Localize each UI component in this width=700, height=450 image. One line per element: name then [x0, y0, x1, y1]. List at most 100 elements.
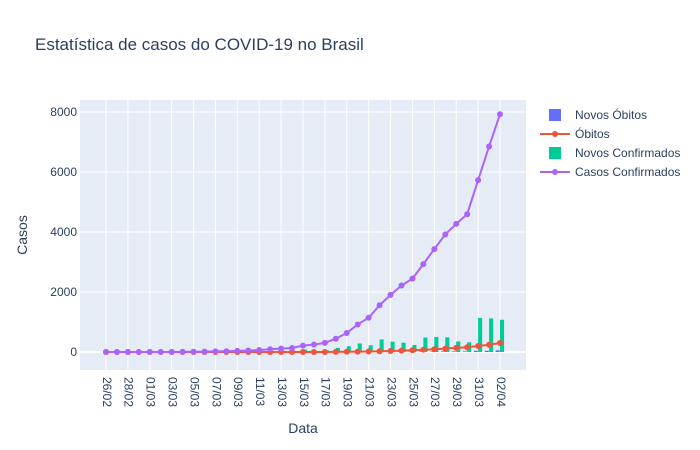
- bar-novos-confirmados[interactable]: [445, 337, 450, 352]
- point-casos-confirmados[interactable]: [256, 347, 263, 354]
- point-casos-confirmados[interactable]: [168, 348, 175, 355]
- point--bitos[interactable]: [398, 347, 405, 354]
- point-casos-confirmados[interactable]: [497, 111, 503, 118]
- x-tick-label: 03/03: [165, 377, 179, 407]
- point-casos-confirmados[interactable]: [365, 314, 372, 321]
- legend-swatch: [549, 147, 561, 159]
- point-casos-confirmados[interactable]: [420, 261, 427, 268]
- point-casos-confirmados[interactable]: [442, 231, 449, 238]
- x-tick-label: 26/02: [100, 377, 114, 407]
- point--bitos[interactable]: [453, 344, 460, 351]
- point-casos-confirmados[interactable]: [321, 339, 328, 346]
- x-tick-label: 09/03: [231, 377, 245, 407]
- bar-novos-bitos[interactable]: [419, 351, 424, 352]
- bar-novos-confirmados[interactable]: [500, 319, 505, 352]
- x-tick-label: 05/03: [187, 377, 201, 407]
- point--bitos[interactable]: [387, 347, 394, 354]
- legend-label: Novos Óbitos: [575, 107, 647, 122]
- point-casos-confirmados[interactable]: [267, 346, 274, 353]
- bar-novos-confirmados[interactable]: [357, 343, 362, 352]
- point-casos-confirmados[interactable]: [212, 348, 219, 355]
- legend[interactable]: Novos Óbitos Óbitos Novos Confirmados Casos…: [540, 107, 680, 179]
- point--bitos[interactable]: [310, 349, 317, 355]
- point-casos-confirmados[interactable]: [332, 335, 339, 342]
- x-tick-label: 17/03: [319, 377, 333, 407]
- point-casos-confirmados[interactable]: [103, 348, 109, 355]
- bar-novos-confirmados[interactable]: [390, 341, 395, 352]
- point--bitos[interactable]: [442, 345, 449, 352]
- legend-item[interactable]: Óbitos: [540, 126, 610, 141]
- point--bitos[interactable]: [300, 349, 306, 355]
- point-casos-confirmados[interactable]: [289, 344, 296, 351]
- point-casos-confirmados[interactable]: [431, 246, 438, 253]
- point--bitos[interactable]: [376, 348, 383, 355]
- point-casos-confirmados[interactable]: [157, 348, 164, 355]
- bar-novos-confirmados[interactable]: [346, 346, 351, 352]
- bar-novos-confirmados[interactable]: [368, 345, 373, 352]
- point-casos-confirmados[interactable]: [453, 220, 460, 227]
- point-casos-confirmados[interactable]: [343, 329, 350, 336]
- point-casos-confirmados[interactable]: [475, 177, 482, 184]
- bar-novos-confirmados[interactable]: [423, 337, 428, 352]
- x-tick-label: 29/03: [450, 377, 464, 407]
- bar-novos-bitos[interactable]: [462, 351, 467, 352]
- point--bitos[interactable]: [365, 348, 372, 355]
- x-tick-label: 28/02: [122, 377, 136, 407]
- legend-item[interactable]: Novos Confirmados: [549, 146, 680, 160]
- point-casos-confirmados[interactable]: [376, 302, 383, 309]
- point--bitos[interactable]: [486, 341, 493, 348]
- legend-marker: [552, 131, 558, 137]
- point-casos-confirmados[interactable]: [234, 347, 241, 354]
- point-casos-confirmados[interactable]: [310, 341, 317, 348]
- bar-novos-confirmados[interactable]: [434, 336, 439, 352]
- point-casos-confirmados[interactable]: [135, 348, 142, 355]
- bar-novos-confirmados[interactable]: [489, 318, 494, 352]
- y-axis-ticks: 0 2000 4000 6000 8000: [50, 105, 77, 359]
- point--bitos[interactable]: [343, 348, 350, 355]
- point-casos-confirmados[interactable]: [113, 348, 120, 355]
- point-casos-confirmados[interactable]: [245, 347, 252, 354]
- point-casos-confirmados[interactable]: [354, 321, 361, 328]
- grid-lines: [80, 100, 526, 370]
- point-casos-confirmados[interactable]: [464, 211, 471, 218]
- legend-item[interactable]: Casos Confirmados: [540, 165, 680, 179]
- point--bitos[interactable]: [354, 348, 361, 355]
- bar-novos-bitos[interactable]: [495, 350, 500, 352]
- point-casos-confirmados[interactable]: [409, 275, 416, 282]
- point--bitos[interactable]: [431, 346, 438, 353]
- bar-novos-bitos[interactable]: [451, 351, 456, 352]
- y-tick-label: 8000: [50, 105, 77, 119]
- bar-novos-confirmados[interactable]: [478, 317, 483, 352]
- bar-novos-bitos[interactable]: [440, 351, 445, 352]
- x-tick-label: 15/03: [297, 377, 311, 407]
- bar-novos-bitos[interactable]: [484, 350, 489, 352]
- x-tick-label: 19/03: [341, 377, 355, 407]
- point-casos-confirmados[interactable]: [398, 282, 405, 289]
- bar-novos-confirmados[interactable]: [401, 342, 406, 352]
- point-casos-confirmados[interactable]: [223, 348, 230, 355]
- point--bitos[interactable]: [409, 347, 416, 354]
- point-casos-confirmados[interactable]: [387, 291, 394, 298]
- point-casos-confirmados[interactable]: [278, 345, 285, 352]
- point--bitos[interactable]: [497, 340, 503, 347]
- point-casos-confirmados[interactable]: [486, 143, 493, 150]
- point-casos-confirmados[interactable]: [146, 348, 153, 355]
- point--bitos[interactable]: [420, 346, 427, 353]
- point-casos-confirmados[interactable]: [300, 342, 306, 349]
- point--bitos[interactable]: [321, 348, 328, 355]
- point--bitos[interactable]: [464, 344, 471, 351]
- point--bitos[interactable]: [332, 348, 339, 355]
- y-axis-title: Casos: [14, 215, 30, 255]
- legend-item[interactable]: Novos Óbitos: [549, 107, 647, 122]
- point-casos-confirmados[interactable]: [179, 348, 186, 355]
- bar-novos-bitos[interactable]: [473, 350, 478, 352]
- bar-novos-confirmados[interactable]: [379, 339, 384, 352]
- point-casos-confirmados[interactable]: [201, 348, 208, 355]
- point--bitos[interactable]: [475, 342, 482, 349]
- x-tick-label: 23/03: [384, 377, 398, 407]
- x-tick-label: 02/04: [494, 377, 508, 407]
- x-tick-label: 01/03: [144, 377, 158, 407]
- lines-layer: [103, 111, 503, 355]
- point-casos-confirmados[interactable]: [124, 348, 131, 355]
- point-casos-confirmados[interactable]: [190, 348, 197, 355]
